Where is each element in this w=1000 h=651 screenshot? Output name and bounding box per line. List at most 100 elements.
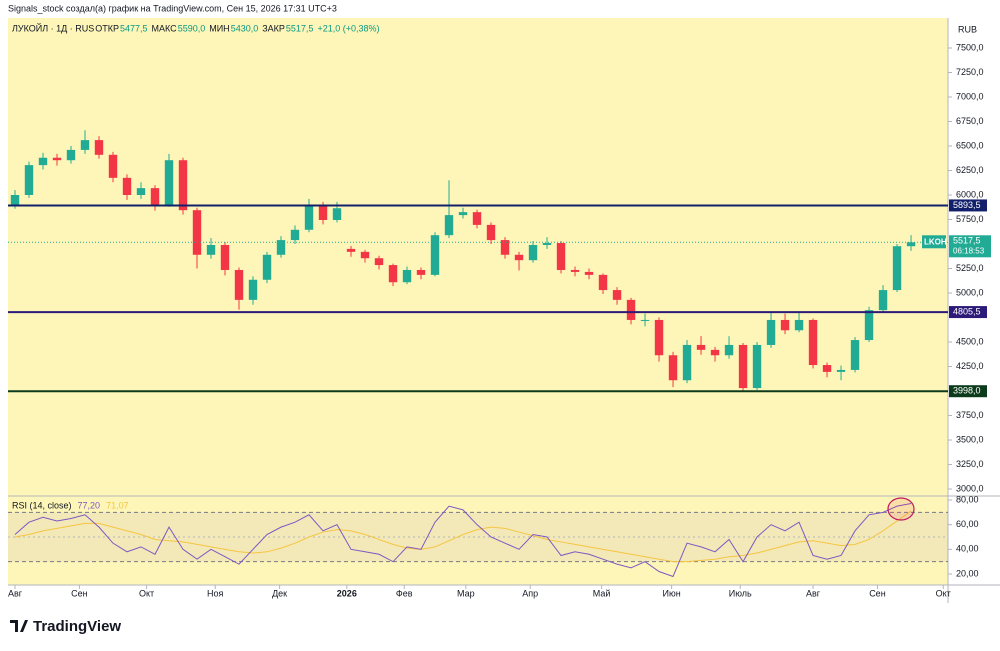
candle-body xyxy=(136,188,146,196)
x-tick-label: Июль xyxy=(729,588,752,598)
legend-part: МИН xyxy=(209,23,229,33)
x-tick-label: Дек xyxy=(272,588,287,598)
y-tick-label: 6250,0 xyxy=(956,165,984,175)
y-tick-label: 5000,0 xyxy=(956,287,984,297)
candle-body xyxy=(584,271,594,275)
y-tick-label: 4500,0 xyxy=(956,336,984,346)
candle-body xyxy=(248,279,258,300)
candle-body xyxy=(850,340,860,370)
level-label-bg xyxy=(949,306,987,319)
symbol-label: LKOH xyxy=(924,237,947,246)
x-tick-label: 2026 xyxy=(337,588,357,598)
plot-background xyxy=(8,18,948,585)
candle-body xyxy=(24,165,34,196)
candle-body xyxy=(486,224,496,241)
rsi-tick-label: 80,00 xyxy=(956,494,979,504)
candle-body xyxy=(808,319,818,366)
candle-body xyxy=(878,290,888,311)
candle-body xyxy=(458,212,468,216)
x-tick-label: Май xyxy=(593,588,611,598)
candle-body xyxy=(360,251,370,259)
rsi-legend-value: 71,07 xyxy=(106,500,129,510)
candle-body xyxy=(570,269,580,272)
candle-body xyxy=(598,274,608,291)
y-tick-label: 3250,0 xyxy=(956,459,984,469)
candle-body xyxy=(220,244,230,270)
symbol-bg xyxy=(922,235,946,249)
x-tick-label: Мар xyxy=(457,588,475,598)
candle-body xyxy=(822,365,832,372)
y-tick-label: 3750,0 xyxy=(956,410,984,420)
rsi-tick-label: 60,00 xyxy=(956,519,979,529)
candle-body xyxy=(178,160,188,211)
candle-body xyxy=(416,269,426,275)
rsi-line xyxy=(14,502,912,578)
candle-body xyxy=(864,310,874,341)
candle-body xyxy=(906,242,916,247)
y-tick-label: 7500,0 xyxy=(956,42,984,52)
candle-body xyxy=(738,344,748,389)
legend-part: МАКС xyxy=(152,23,178,33)
candle-body xyxy=(500,240,510,255)
rsi-tick-label: 40,00 xyxy=(956,544,979,554)
x-tick-label: Сен xyxy=(869,588,886,598)
level-label-bg xyxy=(949,199,987,212)
x-tick-label: Ноя xyxy=(207,588,224,598)
level-label: 4805,5 xyxy=(953,306,981,316)
currency: RUB xyxy=(958,24,977,34)
candle-body xyxy=(402,269,412,283)
candle-body xyxy=(52,157,62,161)
x-tick-label: Окт xyxy=(139,588,154,598)
legend-part: ЛУКОЙЛ · 1Д · RUS xyxy=(12,22,94,33)
candle-body xyxy=(150,188,160,205)
candle-body xyxy=(290,229,300,241)
x-tick-label: Авг xyxy=(8,588,23,598)
candle-body xyxy=(346,248,356,252)
candle-body xyxy=(374,258,384,266)
last-price-label: 5517,5 xyxy=(953,236,981,246)
rsi-legend: RSI (14, close) xyxy=(12,500,72,510)
level-label: 5893,5 xyxy=(953,200,981,210)
candle-body xyxy=(542,243,552,245)
legend-value: 5430,0 xyxy=(231,23,259,33)
candle-body xyxy=(654,319,664,356)
highlight-circle xyxy=(887,497,915,521)
candle-body xyxy=(892,246,902,291)
y-tick-label: 5250,0 xyxy=(956,263,984,273)
candle-body xyxy=(710,349,720,356)
header: Signals_stock создал(а) график на Tradin… xyxy=(8,3,337,13)
x-tick-label: Авг xyxy=(806,588,821,598)
candle-body xyxy=(612,290,622,300)
candle-body xyxy=(556,243,566,270)
x-tick-label: Фев xyxy=(396,588,413,598)
level-label-bg xyxy=(949,385,987,398)
candle-body xyxy=(10,195,20,205)
candle-body xyxy=(66,149,76,161)
x-tick-label: Сен xyxy=(71,588,88,598)
candle-body xyxy=(444,215,454,236)
x-tick-label: Июн xyxy=(663,588,681,598)
candle-body xyxy=(766,319,776,345)
x-tick-label: Апр xyxy=(522,588,538,598)
y-tick-label: 3000,0 xyxy=(956,483,984,493)
y-tick-label: 6750,0 xyxy=(956,116,984,126)
footer: TradingView xyxy=(33,618,121,635)
candle-body xyxy=(108,154,118,178)
candle-body xyxy=(234,269,244,300)
level-label: 3998,0 xyxy=(953,386,981,396)
y-tick-label: 5750,0 xyxy=(956,214,984,224)
candle-body xyxy=(430,235,440,275)
candle-body xyxy=(472,212,482,225)
logo: TradingView xyxy=(10,618,121,635)
y-tick-label: 4250,0 xyxy=(956,361,984,371)
candle-body xyxy=(794,319,804,331)
x-tick-label: Окт xyxy=(936,588,951,598)
last-price-bg xyxy=(949,235,991,258)
candle-body xyxy=(276,240,286,255)
candle-body xyxy=(780,319,790,331)
candle-body xyxy=(640,319,650,321)
legend-value: 5590,0 xyxy=(178,23,206,33)
legend: ЛУКОЙЛ · 1Д · RUS ОТКР 5477,5 МАКС 5590,… xyxy=(12,22,379,33)
candle-body xyxy=(38,157,48,166)
